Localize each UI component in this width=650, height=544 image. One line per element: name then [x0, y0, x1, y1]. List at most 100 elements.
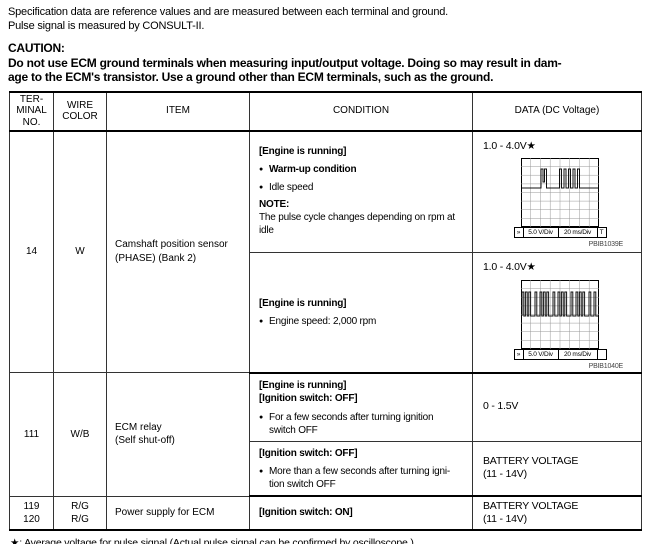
condition-bullet: ● Idle speed	[259, 181, 466, 194]
col-header-wire: WIRE COLOR	[53, 91, 107, 132]
wire-line: R/G	[71, 513, 89, 525]
bullet-icon: ●	[259, 413, 264, 421]
note-line: The pulse cycle changes depending on rpm…	[259, 212, 455, 223]
data-cell: BATTERY VOLTAGE (11 - 14V)	[472, 440, 642, 497]
condition-header: [Engine is running]	[259, 145, 347, 157]
condition-header: [Ignition switch: OFF]	[259, 393, 358, 404]
data-cell: 1.0 - 4.0V★ » 5.0 V/Div 20 ms/Div T	[472, 130, 642, 253]
data-value-line: BATTERY VOLTAGE	[483, 499, 579, 512]
col-header-condition: CONDITION	[249, 91, 473, 132]
wire-color-cell: W/B	[53, 372, 107, 497]
bullet-icon: ●	[259, 166, 264, 173]
col-header-terminal: TER- MINAL NO.	[9, 91, 54, 132]
terminal-line: 119	[23, 500, 40, 512]
caution-block: CAUTION: Do not use ECM ground terminals…	[8, 41, 642, 85]
condition-cell: [Ignition switch: ON]	[249, 495, 473, 531]
condition-header: [Engine is running]	[259, 379, 347, 391]
waveform	[522, 168, 598, 189]
data-value-line: (11 - 14V)	[483, 468, 527, 481]
col-header-terminal-line: NO.	[22, 116, 41, 128]
data-value: 1.0 - 4.0V★	[483, 139, 536, 152]
data-value: 1.0 - 4.0V★	[483, 261, 536, 273]
condition-bullet-text: For a few seconds after turning ignition…	[269, 411, 434, 437]
condition-bullet-line: For a few seconds after turning ignition	[269, 411, 434, 423]
col-header-terminal-line: TER-	[19, 93, 44, 105]
condition-bullet-line: switch OFF	[269, 424, 318, 436]
header-row: TER- MINAL NO. WIRE COLOR ITEM CONDITION…	[9, 91, 642, 132]
condition-bullet-text: More than a few seconds after turning ig…	[269, 465, 450, 491]
scope-bar: » 5.0 V/Div 20 ms/Div	[512, 348, 608, 360]
wire-color-cell: W	[53, 130, 107, 373]
bullet-icon: ●	[259, 468, 264, 475]
scope-volt-div-label: 5.0 V/Div	[522, 227, 559, 238]
terminal-cell: 14	[9, 130, 54, 373]
condition-bullet: ● Engine speed: 2,000 rpm	[259, 315, 466, 328]
condition-bullet-text: Idle speed	[269, 182, 314, 193]
caution-label: CAUTION:	[8, 41, 65, 55]
item-line: (PHASE) (Bank 2)	[115, 252, 197, 264]
condition-bullet-line: More than a few seconds after turning ig…	[269, 466, 450, 477]
caution-line-1: Do not use ECM ground terminals when mea…	[8, 55, 562, 70]
intro-line-2: Pulse signal is measured by CONSULT-II.	[8, 19, 205, 32]
data-value: 0 - 1.5V	[483, 400, 519, 413]
scope-time-div-label: 20 ms/Div	[557, 348, 598, 360]
condition-cell: [Engine is running] ● Warm-up condition …	[249, 130, 473, 253]
col-header-terminal-line: MINAL	[16, 105, 47, 117]
terminal-cell: 111	[9, 372, 54, 497]
row-14-2000rpm: [Engine is running] ● Engine speed: 2,00…	[10, 252, 642, 374]
scope-screen	[521, 279, 599, 349]
condition-bullet-line: tion switch OFF	[269, 479, 336, 490]
row-119-120: 119 120 R/G R/G Power supply for ECM [Ig…	[9, 495, 642, 531]
condition-header: [Engine is running]	[259, 297, 347, 309]
intro-line-1: Specification data are reference values …	[8, 6, 449, 18]
data-value-line: BATTERY VOLTAGE	[483, 454, 579, 467]
item-line: Camshaft position sensor	[115, 239, 228, 251]
row-111-sub2: [Ignition switch: OFF] ● More than a few…	[10, 440, 642, 497]
condition-bullet: ● More than a few seconds after turning …	[259, 465, 466, 491]
item-cell: Power supply for ECM	[106, 495, 250, 531]
data-cell: 1.0 - 4.0V★ » 5.0 V/Div 20 ms/Div	[472, 252, 642, 374]
scope-time-div-label: 20 ms/Div	[557, 227, 598, 238]
condition-bullet: ● For a few seconds after turning igniti…	[259, 411, 466, 437]
bullet-icon: ●	[259, 318, 264, 325]
oscilloscope: » 5.0 V/Div 20 ms/Div T	[512, 158, 608, 238]
condition-cell: [Ignition switch: OFF] ● More than a few…	[249, 440, 473, 497]
data-value-line: (11 - 14V)	[483, 513, 527, 525]
note-label: NOTE:	[259, 199, 290, 210]
spec-table: TER- MINAL NO. WIRE COLOR ITEM CONDITION…	[9, 90, 642, 531]
condition-header: [Ignition switch: OFF]	[259, 447, 358, 459]
scope-bar: » 5.0 V/Div 20 ms/Div T	[512, 227, 608, 238]
condition-cell: [Engine is running] ● Engine speed: 2,00…	[249, 252, 473, 374]
footnote: ★: Average voltage for pulse signal (Act…	[10, 537, 414, 544]
condition-bullet: ● Warm-up condition	[259, 163, 466, 176]
oscilloscope: » 5.0 V/Div 20 ms/Div	[512, 279, 608, 360]
terminal-cell: 119 120	[9, 495, 54, 531]
item-cell: ECM relay (Self shut-off)	[106, 372, 250, 497]
wire-color-cell: R/G R/G	[53, 495, 107, 531]
scope-volt-div-label: 5.0 V/Div	[522, 348, 559, 360]
data-cell: 0 - 1.5V	[472, 372, 642, 442]
scope-caption: PBIB1040E	[588, 362, 624, 370]
scope-trigger-label: T	[596, 227, 607, 238]
col-header-wire-line: WIRE	[66, 99, 94, 111]
condition-cell: [Engine is running] [Ignition switch: OF…	[249, 372, 473, 442]
col-header-wire-line: COLOR	[62, 111, 98, 122]
terminal-line: 120	[23, 513, 40, 525]
col-header-item: ITEM	[106, 91, 250, 132]
bullet-icon: ●	[259, 184, 264, 191]
item-line: ECM relay	[115, 421, 162, 433]
condition-bullet-text: Warm-up condition	[269, 164, 357, 175]
item-line: (Self shut-off)	[115, 435, 175, 447]
row-14-idle: 14 W Camshaft position sensor (PHASE) (B…	[9, 130, 642, 373]
waveform	[521, 291, 598, 316]
intro-text: Specification data are reference values …	[8, 6, 642, 33]
scope-trigger-box	[596, 348, 607, 360]
col-header-data: DATA (DC Voltage)	[472, 91, 642, 132]
note-line: idle	[259, 225, 274, 236]
item-cell: Camshaft position sensor (PHASE) (Bank 2…	[106, 130, 250, 373]
condition-bullet-text: Engine speed: 2,000 rpm	[269, 316, 377, 327]
wire-line: R/G	[71, 500, 89, 512]
scope-caption: PBIB1039E	[588, 241, 624, 248]
condition-header: [Ignition switch: ON]	[259, 507, 353, 519]
